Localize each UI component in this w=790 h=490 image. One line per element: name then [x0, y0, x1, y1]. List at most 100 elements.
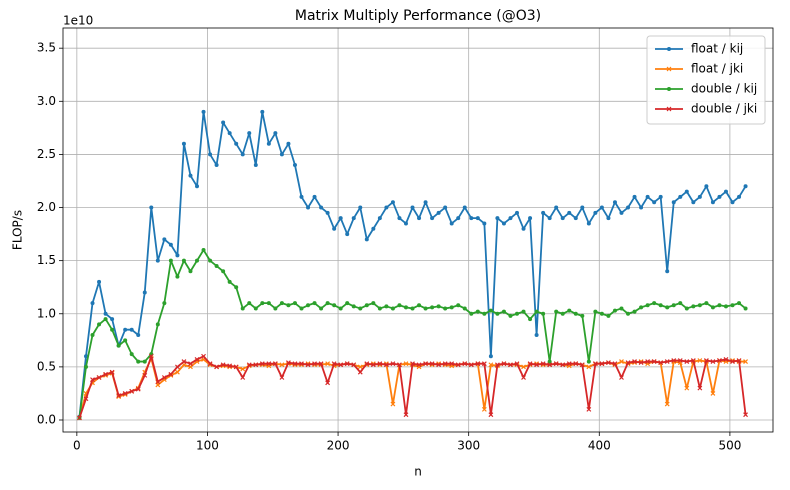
- point-marker: [652, 200, 657, 205]
- point-marker: [710, 305, 715, 310]
- point-marker: [370, 362, 376, 368]
- point-marker: [455, 362, 461, 368]
- point-marker: [240, 306, 245, 311]
- point-marker: [534, 362, 540, 368]
- point-marker: [423, 361, 428, 367]
- point-marker: [195, 184, 200, 189]
- point-marker: [136, 359, 141, 364]
- point-marker: [286, 303, 291, 308]
- legend-label: float / jki: [691, 62, 743, 76]
- point-marker: [521, 364, 526, 370]
- point-marker: [488, 362, 494, 368]
- point-marker: [678, 301, 683, 306]
- point-marker: [377, 361, 383, 367]
- point-marker: [332, 303, 337, 308]
- x-axis-label: n: [414, 465, 422, 479]
- point-marker: [521, 226, 526, 231]
- point-marker: [488, 412, 494, 418]
- point-marker: [436, 210, 441, 215]
- point-marker: [155, 258, 160, 263]
- point-marker: [357, 369, 363, 375]
- point-marker: [273, 306, 278, 311]
- point-marker: [174, 364, 180, 370]
- point-marker: [201, 109, 206, 114]
- point-marker: [403, 412, 409, 418]
- point-marker: [528, 317, 533, 322]
- point-marker: [403, 221, 408, 226]
- point-marker: [403, 305, 408, 310]
- point-marker: [266, 141, 271, 146]
- point-marker: [292, 301, 297, 306]
- point-marker: [619, 306, 624, 311]
- x-tick-label: 500: [718, 439, 741, 453]
- point-marker: [567, 308, 572, 313]
- point-marker: [384, 304, 389, 309]
- point-marker: [430, 216, 435, 221]
- point-marker: [443, 205, 448, 210]
- point-marker: [207, 361, 213, 367]
- point-marker: [717, 303, 722, 308]
- point-marker: [286, 141, 291, 146]
- point-marker: [717, 358, 722, 363]
- point-marker: [221, 269, 226, 274]
- point-marker: [515, 210, 520, 215]
- point-marker: [279, 362, 285, 368]
- point-marker: [481, 406, 487, 412]
- point-marker: [240, 152, 245, 157]
- point-marker: [109, 369, 115, 375]
- point-marker: [319, 205, 324, 210]
- point-marker: [168, 258, 173, 263]
- point-marker: [83, 364, 88, 369]
- point-marker: [423, 200, 428, 205]
- y-tick-label: 1.5: [37, 253, 56, 267]
- point-marker: [253, 362, 259, 368]
- point-marker: [593, 210, 598, 215]
- point-marker: [135, 386, 141, 392]
- point-marker: [103, 317, 108, 322]
- y-tick-label: 0.0: [37, 412, 56, 426]
- point-marker: [632, 359, 637, 364]
- point-marker: [214, 364, 220, 370]
- point-marker: [142, 290, 147, 295]
- point-marker: [684, 189, 689, 194]
- point-marker: [508, 313, 513, 318]
- point-marker: [495, 311, 500, 316]
- point-marker: [697, 303, 702, 308]
- point-marker: [338, 362, 344, 368]
- point-marker: [684, 306, 689, 311]
- legend-marker: [666, 66, 672, 72]
- legend: float / kij float / jki double / kij double…: [646, 35, 766, 125]
- point-marker: [227, 131, 232, 136]
- point-marker: [371, 226, 376, 231]
- point-marker: [645, 359, 651, 364]
- point-marker: [332, 226, 337, 231]
- point-marker: [612, 308, 617, 313]
- point-marker: [383, 362, 389, 368]
- point-marker: [449, 221, 454, 226]
- point-marker: [377, 306, 382, 311]
- point-marker: [573, 311, 578, 316]
- point-marker: [397, 216, 402, 221]
- point-marker: [273, 131, 278, 136]
- point-marker: [528, 216, 533, 221]
- point-marker: [658, 194, 663, 199]
- point-marker: [123, 327, 128, 332]
- point-marker: [730, 303, 735, 308]
- point-marker: [306, 303, 311, 308]
- point-marker: [253, 163, 258, 168]
- point-marker: [90, 301, 95, 306]
- point-marker: [566, 361, 572, 367]
- point-marker: [357, 364, 363, 370]
- point-marker: [331, 361, 337, 367]
- point-marker: [710, 359, 716, 364]
- point-marker: [514, 361, 520, 367]
- point-marker: [214, 263, 219, 268]
- point-marker: [161, 375, 167, 380]
- point-marker: [417, 303, 422, 308]
- point-marker: [743, 184, 748, 189]
- point-marker: [181, 258, 186, 263]
- point-marker: [475, 216, 480, 221]
- point-marker: [429, 361, 435, 367]
- point-marker: [272, 361, 278, 367]
- series: [77, 248, 748, 420]
